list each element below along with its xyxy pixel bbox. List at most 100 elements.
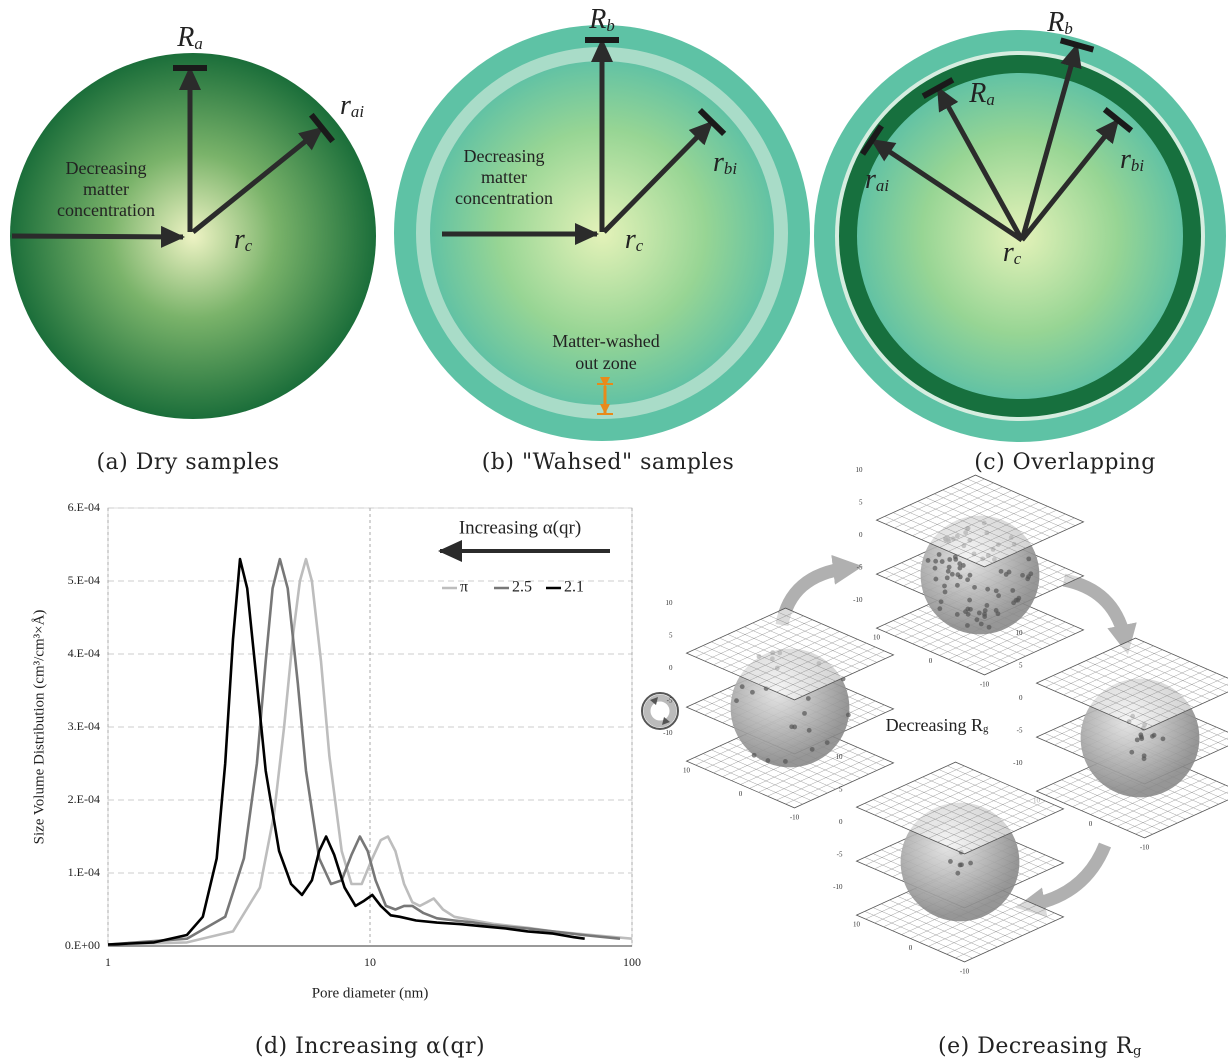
- axis-tick: -5: [1017, 726, 1023, 734]
- sphere-dot: [984, 603, 989, 608]
- sphere-dot: [1010, 588, 1015, 593]
- axis-tick: -5: [857, 563, 863, 571]
- legend-label: 2.1: [564, 579, 584, 596]
- sphere-dot: [987, 625, 992, 630]
- sphere-dot: [937, 552, 942, 557]
- sphere-dot: [968, 861, 973, 866]
- y-tick-label: 2.E-04: [68, 792, 100, 806]
- axis-tick: -10: [663, 729, 673, 737]
- sphere-dot: [957, 561, 962, 566]
- x-tick-label: 100: [623, 955, 641, 969]
- sphere-dot: [966, 612, 971, 617]
- axis-tick: 5: [859, 499, 863, 507]
- sphere-dot: [1020, 573, 1025, 578]
- sphere-dot: [933, 577, 938, 582]
- axis-tick: 0: [1089, 820, 1093, 828]
- axis-tick: 0: [929, 657, 933, 665]
- series-line: [108, 559, 585, 944]
- label: Decreasing Rg: [886, 715, 989, 736]
- axis-tick: 0: [739, 790, 743, 798]
- sphere-dot: [996, 593, 1001, 598]
- sphere-dot: [968, 607, 973, 612]
- y-tick-label: 1.E-04: [68, 865, 100, 879]
- legend-label: π: [460, 579, 468, 596]
- sphere-dot: [999, 569, 1004, 574]
- label-sub: ai: [876, 176, 889, 195]
- note-text: Matter-washed: [552, 331, 660, 351]
- label: Ra: [176, 22, 203, 53]
- axis-tick: 10: [856, 466, 864, 474]
- x-tick-label: 10: [364, 955, 376, 969]
- y-axis-title: Size Volume Distribution (cm³/cm³×Å): [31, 610, 47, 845]
- y-tick-label: 4.E-04: [68, 646, 100, 660]
- sphere-dot: [734, 698, 739, 703]
- axis-tick: 5: [669, 632, 673, 640]
- sphere-dot: [946, 569, 951, 574]
- caption: (c) Overlapping: [974, 450, 1156, 475]
- axis-tick: -10: [1013, 759, 1023, 767]
- x-axis-title: Pore diameter (nm): [312, 985, 429, 1001]
- sphere-dot: [965, 577, 970, 582]
- label-main: (e) Decreasing R: [938, 1034, 1134, 1059]
- caption: (a) Dry samples: [96, 450, 279, 475]
- sphere-dot: [933, 559, 938, 564]
- axis-tick: 0: [909, 944, 913, 952]
- y-tick-label: 6.E-04: [68, 500, 100, 514]
- annotation: Increasing α(qr): [459, 517, 581, 538]
- sphere-dot: [955, 572, 960, 577]
- sphere-dot: [940, 559, 945, 564]
- axis-tick: -10: [790, 814, 800, 822]
- axis-tick: 10: [683, 767, 691, 775]
- label-main: R: [176, 22, 194, 53]
- y-tick-label: 3.E-04: [68, 719, 100, 733]
- label-sub: ai: [351, 102, 364, 121]
- label-sub: c: [636, 236, 644, 255]
- sphere-dot: [1026, 574, 1031, 579]
- label-main: r: [340, 90, 351, 121]
- figure: RaraircDecreasingmatterconcentrationRbrb…: [0, 0, 1228, 1061]
- axis-tick: 0: [669, 664, 673, 672]
- sphere-dot: [979, 622, 984, 627]
- label-sub: g: [1133, 1043, 1142, 1058]
- sphere-dot: [1135, 737, 1140, 742]
- sphere-dot: [1026, 556, 1031, 561]
- note-text: Decreasing: [464, 146, 545, 166]
- axis-tick: -10: [960, 968, 970, 976]
- label-main: R: [968, 78, 986, 109]
- label-main: r: [234, 224, 245, 255]
- label-main: Decreasing R: [886, 715, 983, 735]
- label-sub: a: [986, 90, 994, 109]
- label-sub: c: [245, 236, 253, 255]
- y-tick-label: 5.E-04: [68, 573, 100, 587]
- label-main: r: [865, 164, 876, 195]
- sphere-dot: [802, 711, 807, 716]
- axis-tick: 0: [839, 818, 843, 826]
- rotate-icon: [642, 693, 678, 729]
- sphere-dot: [953, 557, 958, 562]
- label-sub: bi: [1131, 156, 1144, 175]
- caption: (d) Increasing α(qr): [255, 1034, 485, 1059]
- series-line: [108, 559, 620, 944]
- label-sub: c: [1014, 249, 1022, 268]
- sphere-dot: [972, 585, 977, 590]
- note-text: matter: [481, 167, 527, 187]
- sphere-dot: [955, 583, 960, 588]
- label-sub: b: [1064, 19, 1072, 38]
- label: (e) Decreasing Rg: [938, 1034, 1142, 1059]
- sphere-dot: [943, 590, 948, 595]
- sphere-dot: [846, 713, 851, 718]
- label-main: r: [713, 147, 724, 178]
- sphere-dot: [950, 572, 955, 577]
- sphere-dot: [947, 565, 952, 570]
- sphere-dot: [985, 587, 990, 592]
- sphere-dot: [926, 558, 931, 563]
- y-tick-label: 0.E+00: [65, 938, 100, 952]
- sphere-dot: [942, 584, 947, 589]
- sphere-dot: [783, 759, 788, 764]
- x-tick-label: 1: [105, 955, 111, 969]
- sphere-dot: [965, 623, 970, 628]
- axis-tick: 0: [859, 531, 863, 539]
- sphere-dot: [945, 575, 950, 580]
- sphere-dot: [1129, 750, 1134, 755]
- axis-tick: 10: [853, 921, 861, 929]
